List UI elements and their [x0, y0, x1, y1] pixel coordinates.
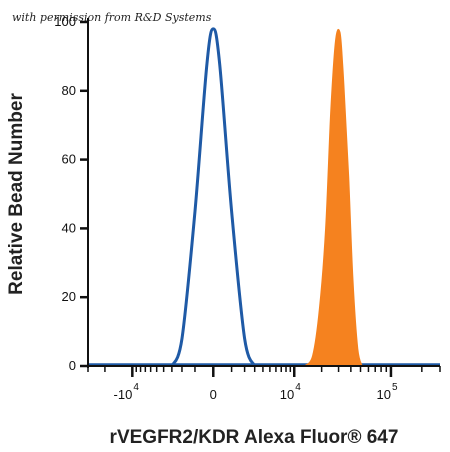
y-tick-label: 80: [62, 83, 76, 98]
series-1-filled-area: [303, 28, 363, 367]
y-tick-label: 100: [54, 14, 76, 29]
x-tick-exponent: 5: [392, 382, 398, 393]
y-tick-label: 60: [62, 152, 76, 167]
watermark-text: with permission from R&D Systems: [12, 11, 212, 24]
x-tick-label: 10: [280, 387, 294, 402]
x-axis: -10 4 0 10 4 10 5: [87, 365, 441, 402]
series-0-outline: [170, 27, 257, 367]
y-tick-label: 0: [69, 358, 76, 373]
x-tick-exponent: 4: [295, 382, 301, 393]
y-axis-title: Relative Bead Number: [6, 93, 27, 295]
y-tick-label: 20: [62, 289, 76, 304]
x-tick-label: 10: [376, 387, 390, 402]
plot-area: [88, 27, 440, 367]
x-tick-label: 0: [210, 387, 217, 402]
x-tick-label: -10: [114, 387, 133, 402]
x-axis-title: rVEGFR2/KDR Alexa Fluor® 647: [110, 427, 399, 448]
x-tick-exponent: 4: [133, 382, 139, 393]
y-axis: 0 20 40 60 80 100: [54, 14, 89, 373]
y-tick-label: 40: [62, 220, 76, 235]
